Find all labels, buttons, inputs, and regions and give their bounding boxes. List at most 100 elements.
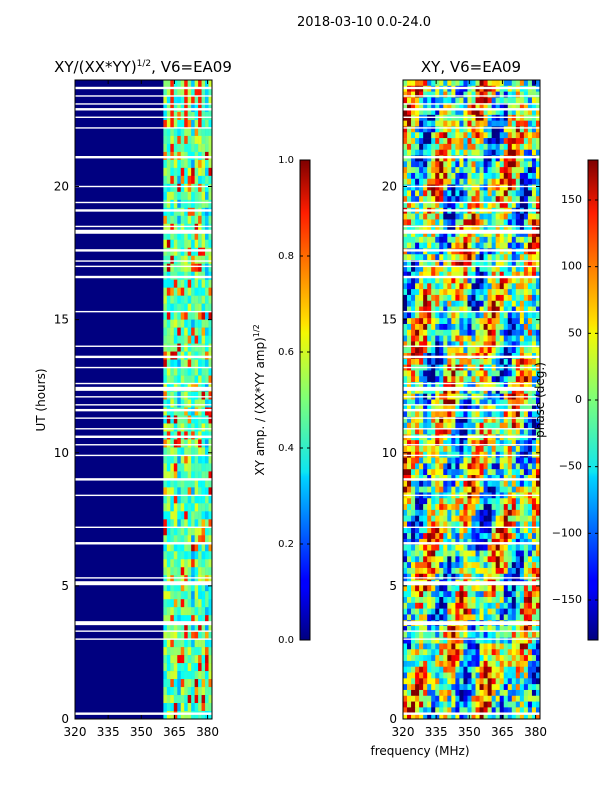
heatmap-cell <box>467 132 472 139</box>
heatmap-cell <box>187 647 192 656</box>
heatmap-cell <box>487 428 492 435</box>
heatmap-cell <box>191 303 195 312</box>
heatmap-cell <box>187 631 192 640</box>
heatmap-cell <box>459 329 464 336</box>
heatmap-cell <box>443 80 448 87</box>
heatmap-cell <box>194 663 199 672</box>
heatmap-cell <box>407 178 412 185</box>
heatmap-cell <box>479 155 484 162</box>
heatmap-cell <box>407 184 412 191</box>
heatmap-cell <box>519 486 525 493</box>
heatmap-cell <box>535 306 540 313</box>
heatmap-cell <box>463 376 468 383</box>
heatmap-cell <box>191 439 195 448</box>
heatmap-cell <box>431 132 436 139</box>
heatmap-cell <box>443 416 448 424</box>
heatmap-cell <box>451 370 456 377</box>
heatmap-cell <box>403 283 408 290</box>
heatmap-cell <box>435 498 440 505</box>
heatmap-cell <box>198 455 202 464</box>
heatmap-cell <box>173 639 178 648</box>
heatmap-cell <box>515 475 521 482</box>
heatmap-cell <box>483 463 488 470</box>
heatmap-cell <box>166 447 171 456</box>
heatmap-cell <box>483 486 488 493</box>
heatmap-cell <box>180 415 185 424</box>
heatmap-cell <box>443 103 448 110</box>
heatmap-cell <box>205 535 209 544</box>
heatmap-cell <box>187 439 192 448</box>
heatmap-cell <box>503 143 509 151</box>
heatmap-cell <box>527 231 533 238</box>
heatmap-cell <box>187 551 192 560</box>
heatmap-cell <box>471 440 476 447</box>
heatmap-cell <box>455 521 460 528</box>
heatmap-cell <box>515 504 521 511</box>
heatmap-cell <box>439 713 444 719</box>
heatmap-cell <box>531 597 537 604</box>
heatmap-cell <box>201 311 206 320</box>
heatmap-cell <box>523 80 529 87</box>
heatmap-cell <box>499 329 505 336</box>
heatmap-cell <box>411 300 416 307</box>
heatmap-cell <box>198 375 202 384</box>
heatmap-cell <box>187 527 192 536</box>
heatmap-cell <box>166 615 171 624</box>
heatmap-cell <box>479 695 484 702</box>
heatmap-cell <box>427 294 432 302</box>
heatmap-cell <box>471 80 476 87</box>
heatmap-cell <box>511 486 517 493</box>
heatmap-cell <box>177 327 182 336</box>
heatmap-cell <box>187 80 192 89</box>
heatmap-cell <box>467 701 472 708</box>
heatmap-cell <box>411 335 416 342</box>
heatmap-cell <box>483 265 488 272</box>
heatmap-cell <box>180 399 185 408</box>
heatmap-cell <box>403 713 408 719</box>
flagged-gap <box>75 366 212 369</box>
heatmap-cell <box>170 519 175 528</box>
heatmap-cell <box>439 120 444 127</box>
heatmap-cell <box>487 701 492 708</box>
heatmap-cell <box>531 678 537 685</box>
heatmap-cell <box>495 358 501 365</box>
heatmap-cell <box>415 515 420 522</box>
heatmap-cell <box>191 80 195 89</box>
heatmap-cell <box>475 660 480 668</box>
heatmap-cell <box>535 457 540 464</box>
heatmap-cell <box>407 236 412 243</box>
heatmap-cell <box>194 607 199 616</box>
heatmap-cell <box>499 190 505 197</box>
heatmap-cell <box>187 223 192 233</box>
heatmap-cell <box>519 469 525 476</box>
heatmap-cell <box>519 626 525 633</box>
heatmap-cell <box>423 567 428 575</box>
heatmap-cell <box>531 358 537 365</box>
heatmap-cell <box>205 487 209 496</box>
heatmap-cell <box>427 480 432 487</box>
heatmap-cell <box>208 231 212 241</box>
heatmap-cell <box>519 260 525 267</box>
heatmap-cell <box>163 391 168 400</box>
heatmap-cell <box>507 422 513 429</box>
heatmap-cell <box>479 521 484 528</box>
heatmap-cell <box>427 672 432 679</box>
heatmap-cell <box>463 416 468 424</box>
heatmap-cell <box>411 695 416 702</box>
heatmap-cell <box>205 80 209 89</box>
heatmap-cell <box>535 660 540 668</box>
heatmap-cell <box>427 445 432 453</box>
heatmap-cell <box>173 703 178 712</box>
heatmap-cell <box>423 155 428 162</box>
heatmap-cell <box>403 312 408 319</box>
heatmap-cell <box>170 695 175 704</box>
heatmap-cell <box>208 143 212 153</box>
heatmap-cell <box>535 707 540 714</box>
heatmap-cell <box>166 375 171 384</box>
heatmap-cell <box>463 440 468 447</box>
heatmap-cell <box>527 370 533 377</box>
heatmap-cell <box>479 445 484 453</box>
heatmap-cell <box>455 405 460 412</box>
heatmap-cell <box>173 135 178 145</box>
heatmap-cell <box>487 498 492 505</box>
